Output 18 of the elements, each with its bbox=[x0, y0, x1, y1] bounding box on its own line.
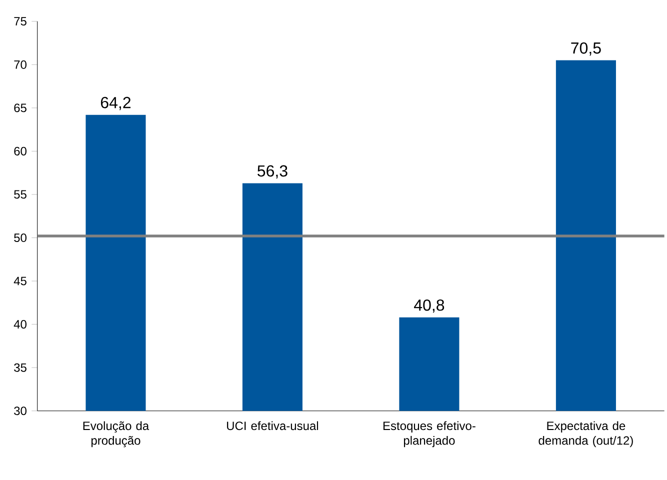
data-label: 64,2 bbox=[100, 96, 130, 110]
y-tick-label: 60 bbox=[14, 146, 26, 156]
data-label: 70,5 bbox=[571, 42, 601, 56]
x-tick-label: UCI efetiva-usual bbox=[227, 421, 318, 430]
y-tick-label: 55 bbox=[14, 190, 26, 199]
y-tick-label: 40 bbox=[14, 320, 26, 328]
data-label: 56,3 bbox=[258, 165, 288, 178]
y-tick-label: 70 bbox=[14, 60, 26, 69]
x-tick-label: Evolução da produção bbox=[83, 421, 150, 448]
x-tick-label: Expectativa de demanda (out/12) bbox=[538, 421, 633, 448]
y-tick-label: 65 bbox=[14, 104, 26, 112]
y-tick-label: 50 bbox=[14, 233, 26, 242]
data-label: 40,8 bbox=[414, 299, 444, 313]
y-tick-label: 30 bbox=[14, 406, 26, 416]
y-tick-label: 75 bbox=[14, 17, 26, 26]
y-tick-label: 45 bbox=[14, 276, 26, 286]
y-tick-label: 35 bbox=[14, 363, 26, 372]
x-tick-label: Estoques efetivo-planejado bbox=[383, 421, 476, 448]
